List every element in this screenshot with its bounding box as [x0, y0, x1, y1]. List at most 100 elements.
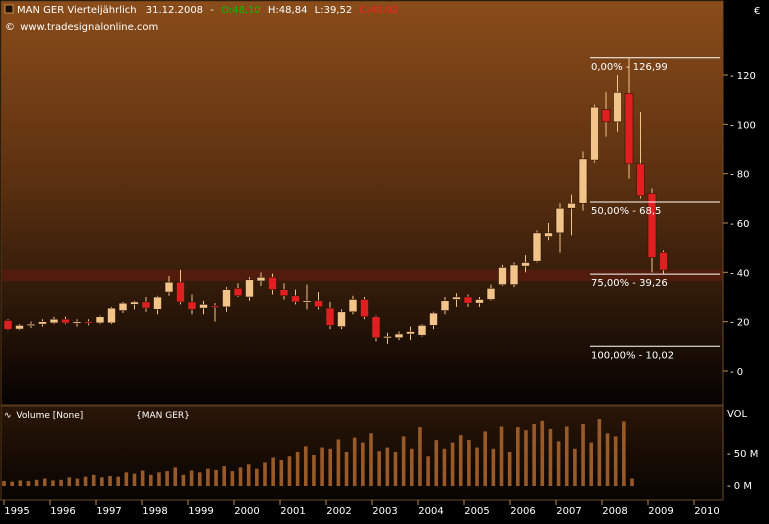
volume-label: Volume [None]	[16, 411, 83, 421]
header-high: H:48,84	[268, 5, 308, 16]
volume-bar	[426, 456, 430, 486]
volume-bar	[605, 433, 610, 486]
volume-bar	[181, 474, 186, 486]
candle-body	[222, 289, 231, 308]
volume-bar	[540, 420, 545, 486]
candle-body	[38, 321, 47, 325]
price-tick-label: - 20	[730, 318, 750, 329]
svg-text:MAN GER Vierteljährlich: MAN GER Vierteljährlich 31.12.2008 - O:4…	[17, 5, 398, 16]
fibonacci-label: 75,00% - 39,26	[591, 278, 668, 289]
volume-bar	[303, 446, 308, 486]
candle-body	[371, 316, 381, 338]
volume-bar	[140, 470, 145, 486]
fibonacci-label: 0,00% - 126,99	[591, 62, 668, 73]
price-panel	[1, 1, 723, 405]
volume-symbol-label: {MAN GER}	[136, 411, 190, 421]
candle-body	[348, 299, 358, 313]
volume-bar	[622, 421, 626, 486]
volume-bar	[320, 447, 324, 486]
volume-bar	[589, 442, 594, 486]
volume-bar	[442, 448, 447, 486]
volume-tick-label: - 0 M	[727, 481, 752, 492]
volume-bar	[173, 467, 178, 486]
candle-body	[95, 316, 105, 324]
candle-body	[590, 106, 599, 161]
volume-bar	[51, 480, 55, 486]
volume-bar	[18, 480, 23, 486]
volume-bar	[214, 469, 218, 486]
chart-header: MAN GER Vierteljährlich 31.12.2008 - O:4…	[4, 4, 398, 33]
price-tick-label: - 120	[730, 71, 756, 82]
volume-bar	[401, 436, 406, 486]
volume-bar	[434, 440, 439, 486]
header-close: C:40,92	[359, 5, 398, 16]
candle-body	[141, 301, 151, 309]
volume-bar	[409, 448, 414, 486]
volume-bar	[59, 479, 63, 486]
candle-body	[463, 296, 473, 304]
candle-body	[486, 288, 496, 300]
volume-bar	[157, 472, 161, 486]
volume-tick-label: - 50 M	[727, 449, 758, 460]
time-tick-label: 2009	[648, 506, 673, 517]
time-tick-label: 2004	[418, 506, 443, 517]
candle-body	[153, 296, 162, 310]
time-tick-label: 1995	[4, 506, 29, 517]
time-tick-label: 2002	[326, 506, 351, 517]
volume-bar	[418, 427, 422, 486]
copyright-icon: ©	[5, 22, 15, 33]
candle-body	[279, 289, 289, 297]
volume-bar	[91, 474, 96, 486]
candle-body	[647, 193, 657, 258]
candle-body	[394, 333, 404, 338]
source-link[interactable]: www.tradesignalonline.com	[20, 22, 158, 33]
volume-bar	[116, 476, 120, 486]
time-axis-area	[0, 500, 769, 520]
candle-body	[291, 295, 300, 303]
volume-bar	[393, 451, 398, 486]
candle-body	[26, 323, 36, 326]
volume-bar	[336, 439, 341, 486]
volume-header: ∿ Volume [None] {MAN GER}	[4, 411, 190, 421]
volume-bar	[279, 459, 284, 486]
candle-body	[233, 288, 243, 297]
candle-body	[118, 302, 128, 311]
volume-bar	[189, 470, 194, 486]
volume-bar	[206, 468, 210, 486]
candle-body	[417, 325, 427, 336]
volume-bar	[287, 456, 292, 486]
volume-bar	[108, 476, 112, 486]
volume-bar	[630, 478, 634, 486]
price-axis-area	[723, 1, 768, 500]
candle-body	[199, 304, 208, 309]
volume-bar	[377, 451, 381, 486]
time-tick-label: 2003	[372, 506, 397, 517]
volume-bar	[67, 477, 72, 486]
time-tick-label: 2005	[464, 506, 489, 517]
svg-text:∿ Volume [None]: ∿ Volume [None]	[4, 411, 83, 421]
price-tick-label: - 80	[730, 170, 750, 181]
header-open: O:48,10	[221, 5, 261, 16]
volume-bar	[295, 451, 300, 486]
volume-bar	[516, 427, 520, 486]
volume-bar	[100, 477, 104, 486]
candle-body	[452, 296, 461, 300]
svg-text:© www.tradesignalonlin: © www.tradesignalonline.com	[5, 22, 158, 33]
time-tick-label: 2001	[280, 506, 305, 517]
volume-bar	[2, 481, 6, 486]
volume-bar	[124, 472, 129, 486]
candle-body	[532, 232, 542, 262]
candle-body	[302, 300, 312, 303]
candle-body	[107, 307, 116, 324]
volume-bar	[385, 447, 390, 486]
volume-bar	[344, 451, 349, 486]
fibonacci-label: 100,00% - 10,02	[591, 350, 674, 361]
candle-body	[210, 305, 220, 308]
volume-bar	[312, 455, 316, 486]
candle-body	[325, 307, 335, 326]
candle-body	[84, 321, 93, 324]
price-tick-label: - 0	[730, 367, 743, 378]
candle-body	[601, 109, 611, 123]
candle-body	[360, 299, 369, 318]
